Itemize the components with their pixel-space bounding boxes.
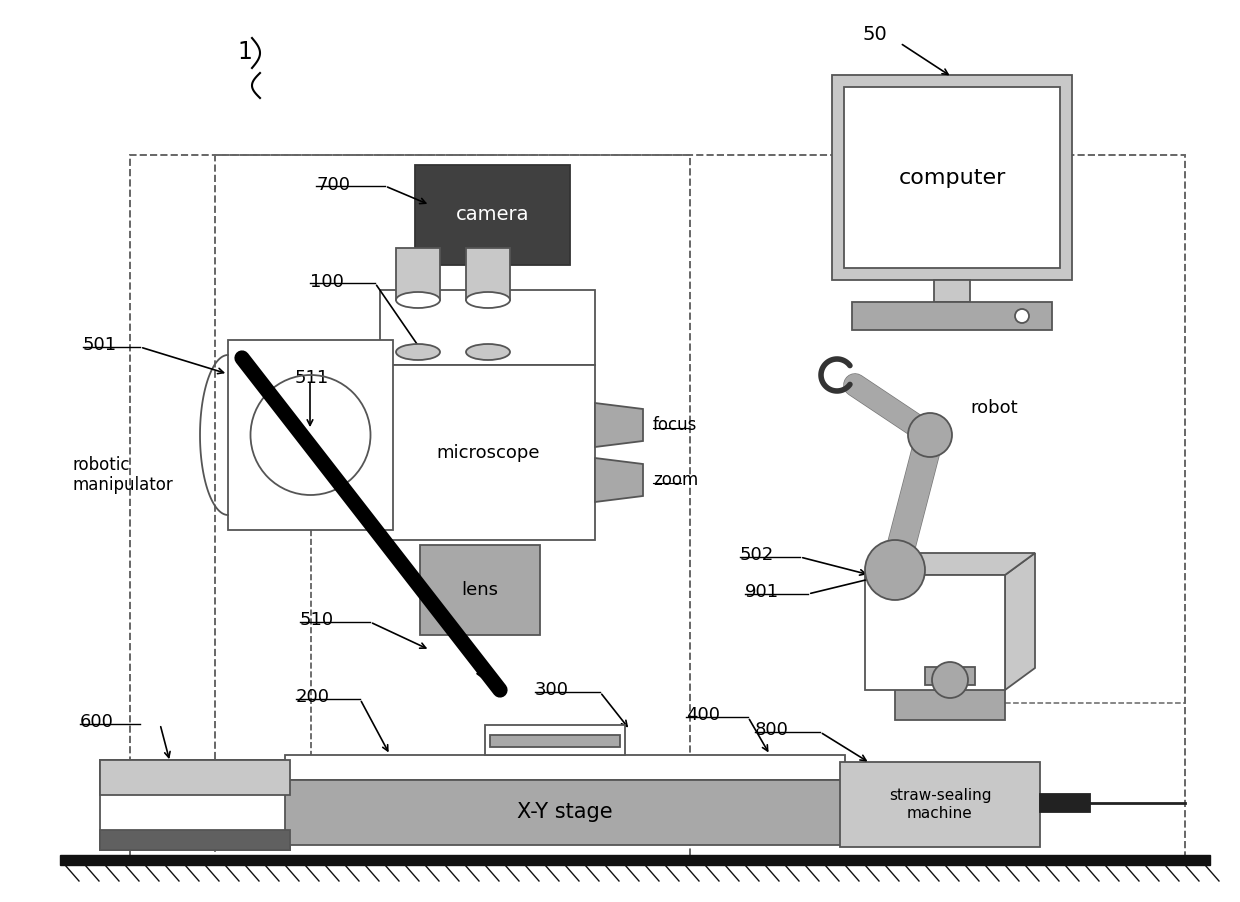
Bar [215,155,689,865]
Bar [895,685,1004,720]
Bar [130,155,1185,865]
Text: 1: 1 [238,40,253,64]
Bar [925,667,975,685]
Text: 511: 511 [295,369,330,387]
Bar [228,340,393,530]
Text: robotic
manipulator: robotic manipulator [72,456,172,494]
Ellipse shape [466,292,510,308]
Circle shape [932,662,968,698]
Ellipse shape [396,292,440,308]
Polygon shape [595,458,644,502]
Bar [866,575,1004,690]
Text: robot: robot [970,399,1018,417]
Text: X-Y stage: X-Y stage [517,802,613,822]
Circle shape [1016,309,1029,323]
Polygon shape [866,553,1035,575]
Text: 700: 700 [316,176,350,194]
Text: 400: 400 [686,706,720,724]
Bar [490,735,620,747]
Text: lens: lens [461,581,498,599]
Bar [466,248,510,300]
Bar [832,75,1073,280]
Text: 200: 200 [296,688,330,706]
Polygon shape [1004,553,1035,690]
Bar [934,280,970,302]
Text: camera: camera [456,206,529,225]
Bar [379,290,595,365]
Text: 50: 50 [862,25,887,44]
Bar [474,290,510,315]
Bar [60,855,1210,865]
Text: 510: 510 [300,611,334,629]
Text: straw-sealing
machine: straw-sealing machine [889,788,991,821]
Bar [100,760,290,850]
Bar [285,780,844,845]
Bar [420,545,539,635]
Bar [480,265,503,290]
Bar [100,830,290,850]
Bar [852,302,1052,330]
Bar [844,87,1060,268]
Text: 800: 800 [755,721,789,739]
Bar [839,762,1040,847]
Text: microscope: microscope [436,444,539,462]
Bar [485,725,625,755]
Text: 501: 501 [83,336,117,354]
Text: 600: 600 [81,713,114,731]
Text: 901: 901 [745,583,779,601]
Text: focus: focus [653,416,697,434]
Bar [379,365,595,540]
Text: zoom: zoom [653,471,698,489]
Bar [396,248,440,300]
Bar [285,755,844,780]
Text: 100: 100 [310,273,343,291]
Text: computer: computer [898,168,1006,188]
Circle shape [908,413,952,457]
Circle shape [866,540,925,600]
Bar [100,760,290,795]
Polygon shape [595,403,644,447]
Ellipse shape [396,344,440,360]
Bar [1040,794,1090,812]
Text: 502: 502 [740,546,774,564]
Text: 300: 300 [534,681,569,699]
Ellipse shape [466,344,510,360]
Bar [415,165,570,265]
